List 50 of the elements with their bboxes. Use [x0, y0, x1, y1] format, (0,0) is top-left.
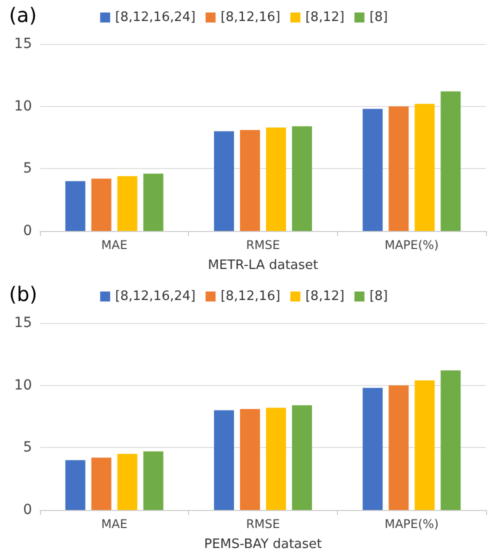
legend-label: [8,12] — [305, 289, 344, 304]
bar — [414, 380, 435, 510]
bar — [266, 408, 286, 510]
legend-label: [8] — [369, 289, 388, 304]
legend-label: [8,12,16,24] — [115, 10, 196, 25]
legend-label: [8,12,16] — [220, 10, 280, 25]
x-tick-label: RMSE — [246, 238, 280, 252]
bar — [240, 409, 260, 510]
chart-title: (a) — [9, 3, 37, 27]
x-tick-label: MAPE(%) — [384, 238, 439, 252]
y-tick-label: 5 — [23, 160, 32, 177]
y-tick-label: 0 — [23, 502, 32, 518]
bar — [91, 458, 112, 510]
y-tick-label: 5 — [23, 440, 32, 456]
bar — [362, 108, 383, 231]
bar — [143, 174, 164, 231]
bar — [292, 126, 312, 231]
bar — [143, 451, 164, 510]
bar — [292, 405, 312, 510]
bar — [266, 128, 286, 231]
bar — [91, 178, 112, 231]
bar — [117, 176, 138, 231]
x-axis-title: PEMS-BAY dataset — [204, 537, 322, 552]
bar — [440, 370, 461, 510]
legend-label: [8] — [369, 10, 388, 25]
bar — [214, 410, 234, 510]
legend-label: [8,12,16] — [220, 289, 280, 304]
y-tick-label: 0 — [23, 223, 32, 239]
y-tick-label: 10 — [14, 98, 32, 114]
bar — [214, 131, 234, 231]
x-tick-label: MAPE(%) — [384, 517, 439, 531]
chart-title: (b) — [9, 282, 38, 306]
bar — [362, 388, 383, 510]
bar — [440, 91, 461, 231]
bar — [414, 104, 435, 231]
x-tick-label: MAE — [101, 517, 128, 531]
legend-label: [8,12] — [305, 10, 344, 25]
x-tick-label: RMSE — [246, 517, 280, 531]
bar — [388, 385, 409, 510]
y-tick-label: 15 — [14, 36, 32, 52]
bar — [117, 454, 138, 510]
y-tick-label: 10 — [14, 377, 32, 394]
y-tick-label: 15 — [14, 315, 32, 331]
bar — [65, 460, 86, 510]
legend-label: [8,12,16,24] — [115, 289, 196, 304]
bar — [240, 130, 260, 231]
x-tick-label: MAE — [101, 238, 128, 252]
x-axis-title: METR-LA dataset — [208, 258, 318, 273]
bar — [388, 106, 409, 231]
bar — [65, 181, 86, 231]
